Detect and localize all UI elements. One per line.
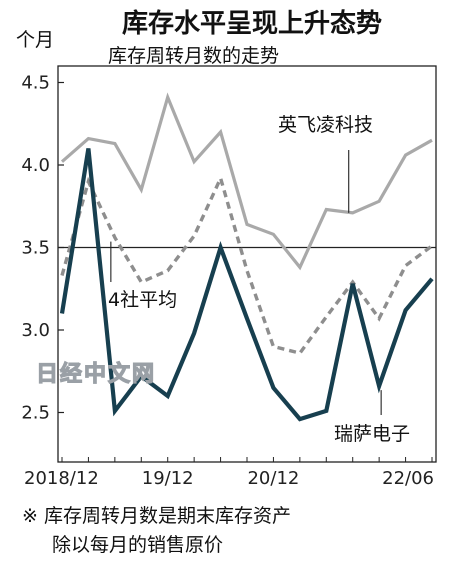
- chart-subtitle: 库存周转月数的走势: [108, 45, 279, 67]
- x-tick-label: 20/12: [247, 468, 299, 489]
- x-tick-labels: 2018/12 19/12 20/12 22/06: [24, 457, 434, 489]
- y-tick-labels: 2.5 3.0 3.5 4.0 4.5: [21, 73, 64, 424]
- footnote-line-2: 除以每月的销售原价: [52, 534, 223, 556]
- watermark: 日经中文网: [36, 361, 156, 387]
- x-tick-label: 2018/12: [24, 468, 99, 489]
- y-tick-label: 4.0: [21, 155, 50, 176]
- series-label: 瑞萨电子: [334, 423, 410, 445]
- y-tick-label: 2.5: [21, 403, 50, 424]
- series-line-1: [60, 92, 433, 271]
- y-axis-unit-label: 个月: [16, 29, 54, 51]
- series-label: 4社平均: [108, 289, 177, 311]
- x-tick-label: 22/06: [382, 468, 434, 489]
- footnote-line-1: ※ 库存周转月数是期末库存资产: [22, 505, 291, 527]
- x-tick-label: 19/12: [142, 468, 194, 489]
- y-tick-label: 3.5: [21, 238, 50, 259]
- y-tick-label: 4.5: [21, 73, 50, 94]
- series-line-2: [60, 173, 434, 356]
- y-tick-label: 3.0: [21, 320, 50, 341]
- series-line-3: [59, 148, 434, 422]
- series-label: 英飞凌科技: [278, 114, 373, 136]
- series-lines: [59, 92, 434, 422]
- chart-title: 库存水平呈现上升态势: [122, 8, 382, 39]
